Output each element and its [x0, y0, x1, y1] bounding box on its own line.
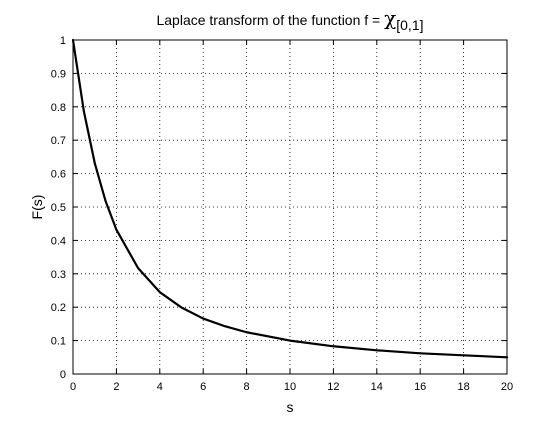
data-point: [462, 354, 465, 357]
y-tick-label: 0.9: [51, 68, 66, 80]
data-point: [104, 200, 107, 202]
chart-title: Laplace transform of the function f = χ[…: [156, 6, 423, 33]
x-tick-label: 4: [157, 381, 163, 393]
x-tick-label: 14: [371, 381, 383, 393]
chart-title-chi-symbol: χ: [384, 6, 396, 30]
x-tick-label: 8: [244, 381, 250, 393]
x-tick-label: 10: [284, 381, 296, 393]
data-point: [180, 306, 183, 309]
data-point: [245, 331, 248, 334]
y-tick-label: 0.4: [51, 235, 66, 247]
y-tick-label: 0.6: [51, 169, 66, 181]
data-point: [419, 352, 422, 355]
data-point: [375, 349, 378, 352]
data-point: [115, 228, 118, 231]
x-tick-label: 20: [501, 381, 513, 393]
tick-labels: 0 2 4 6 8 10 12 14 16 18 20 0 0.1 0.2 0.3 0.4 0.5 0.6 0.7 0…: [51, 35, 513, 393]
data-point: [82, 110, 85, 113]
x-tick-label: 16: [414, 381, 426, 393]
grid: [73, 40, 507, 374]
x-tick-label: 6: [200, 381, 206, 393]
data-point: [332, 345, 335, 348]
x-axis-label: s: [287, 399, 294, 415]
y-tick-label: 0.7: [51, 135, 66, 147]
y-tick-label: 0.5: [51, 202, 66, 214]
x-tick-label: 0: [70, 381, 76, 393]
chart-title-main: Laplace transform of the function f =: [156, 12, 384, 28]
data-point: [202, 317, 205, 320]
y-axis-label: F(s): [29, 195, 45, 220]
data-point: [158, 291, 161, 294]
ticks: [72, 39, 508, 375]
data-point: [93, 162, 96, 164]
x-tick-label: 2: [113, 381, 119, 393]
chart-title-subscript: [0,1]: [396, 17, 423, 33]
data-point: [289, 339, 291, 342]
y-tick-label: 0.3: [51, 269, 66, 281]
data-point: [137, 267, 140, 270]
y-tick-label: 0.8: [51, 102, 66, 114]
x-tick-label: 18: [457, 381, 469, 393]
y-tick-label: 1: [60, 35, 66, 47]
data-point: [224, 325, 226, 328]
y-tick-label: 0.1: [51, 336, 66, 348]
y-tick-label: 0.2: [51, 302, 66, 314]
x-tick-label: 12: [327, 381, 339, 393]
y-tick-label: 0: [60, 369, 66, 381]
